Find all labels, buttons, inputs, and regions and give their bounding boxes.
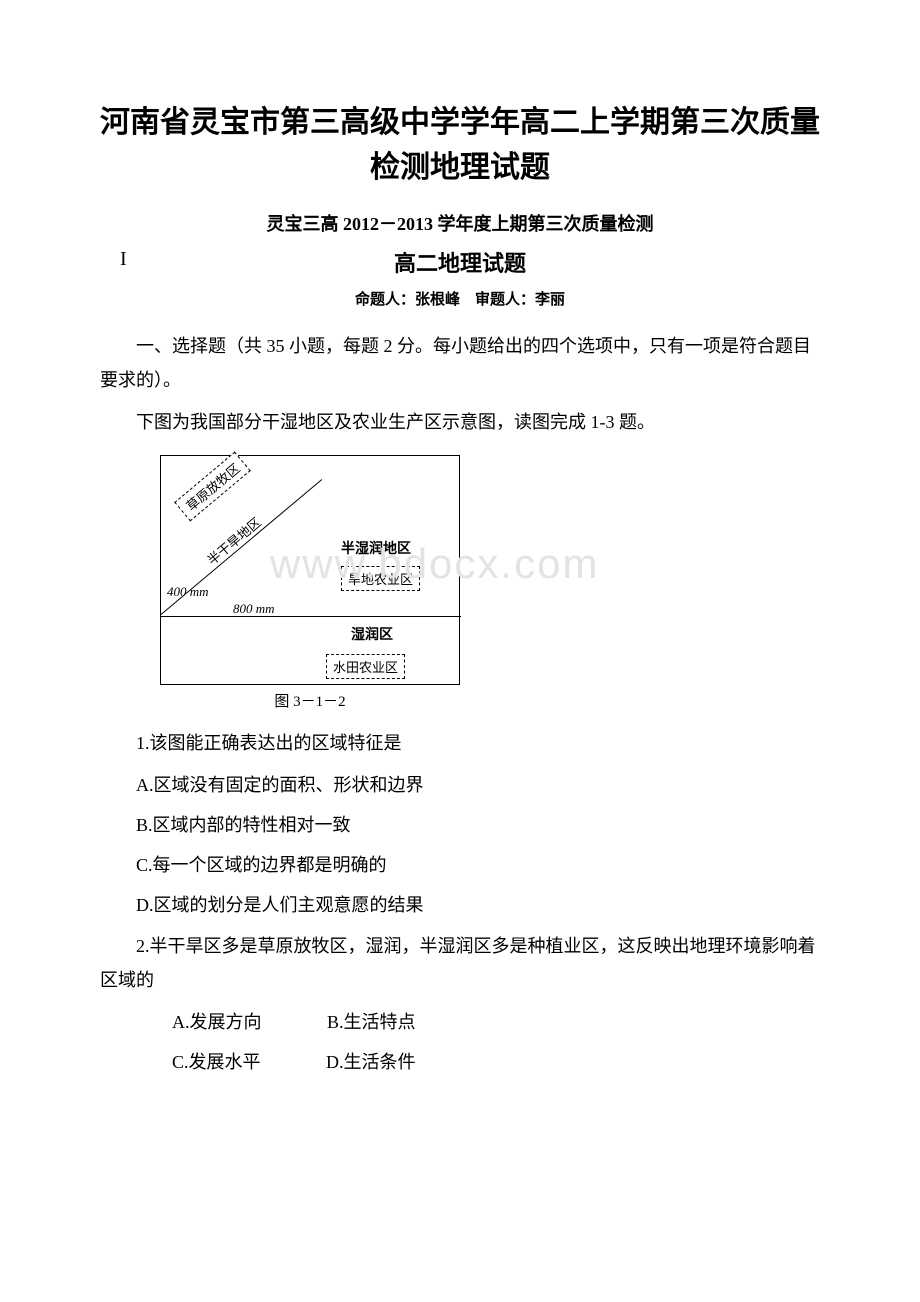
q2-options-cd: C.发展水平 D.生活条件: [100, 1045, 820, 1079]
zone-grassland: 草原放牧区: [174, 451, 251, 521]
document-title: 河南省灵宝市第三高级中学学年高二上学期第三次质量检测地理试题: [100, 100, 820, 190]
iso-800-label: 800 mm: [233, 601, 275, 617]
exam-authors: 命题人：张根峰 审题人：李丽: [100, 288, 820, 309]
author-prefix: 命题人：: [355, 292, 415, 308]
figure-container: www.bdocx.com 草原放牧区 半干旱地区 400 mm 800 mm …: [160, 455, 630, 711]
q2-stem: 2.半干旱区多是草原放牧区，湿润，半湿润区多是种植业区，这反映出地理环境影响着区…: [100, 929, 820, 997]
q2-option-d: D.生活条件: [290, 1045, 416, 1079]
reviewer-prefix: 审题人：: [460, 292, 535, 308]
zone-grassland-label: 草原放牧区: [181, 458, 243, 514]
zone-paddy: 水田农业区: [326, 654, 405, 679]
zone-dryland: 旱地农业区: [341, 566, 420, 591]
author1: 张根峰: [415, 292, 460, 308]
cursor-mark: I: [120, 248, 127, 271]
q1-option-b: B.区域内部的特性相对一致: [100, 808, 820, 842]
section-intro: 一、选择题（共 35 小题，每题 2 分。每小题给出的四个选项中，只有一项是符合…: [100, 329, 820, 397]
zone-paddy-label: 水田农业区: [333, 657, 398, 676]
semi-humid-label: 半湿润地区: [341, 538, 411, 558]
question-context: 下图为我国部分干湿地区及农业生产区示意图，读图完成 1-3 题。: [100, 405, 820, 439]
exam-subject: 高二地理试题: [100, 246, 820, 278]
zone-dryland-label: 旱地农业区: [348, 569, 413, 588]
figure-caption: 图 3－1－2: [160, 690, 460, 711]
sub-header: I 灵宝三高 2012－2013 学年度上期第三次质量检测 高二地理试题 命题人…: [100, 210, 820, 309]
iso-400-label: 400 mm: [167, 584, 209, 600]
q1-stem: 1.该图能正确表达出的区域特征是: [100, 726, 820, 760]
q1-option-d: D.区域的划分是人们主观意愿的结果: [100, 888, 820, 922]
q2-option-a: A.发展方向: [136, 1005, 262, 1039]
figure-box: 草原放牧区 半干旱地区 400 mm 800 mm 半湿润地区 旱地农业区 湿润…: [160, 455, 460, 685]
q2-options-ab: A.发展方向 B.生活特点: [100, 1005, 820, 1039]
q2-option-c: C.发展水平: [136, 1045, 261, 1079]
author2: 李丽: [535, 292, 565, 308]
q2-option-b: B.生活特点: [291, 1005, 416, 1039]
isoline-800: [161, 616, 461, 617]
exam-info: 灵宝三高 2012－2013 学年度上期第三次质量检测: [100, 210, 820, 236]
q1-option-a: A.区域没有固定的面积、形状和边界: [100, 768, 820, 802]
semi-arid-label: 半干旱地区: [202, 512, 264, 568]
humid-label: 湿润区: [351, 624, 393, 644]
q1-option-c: C.每一个区域的边界都是明确的: [100, 848, 820, 882]
